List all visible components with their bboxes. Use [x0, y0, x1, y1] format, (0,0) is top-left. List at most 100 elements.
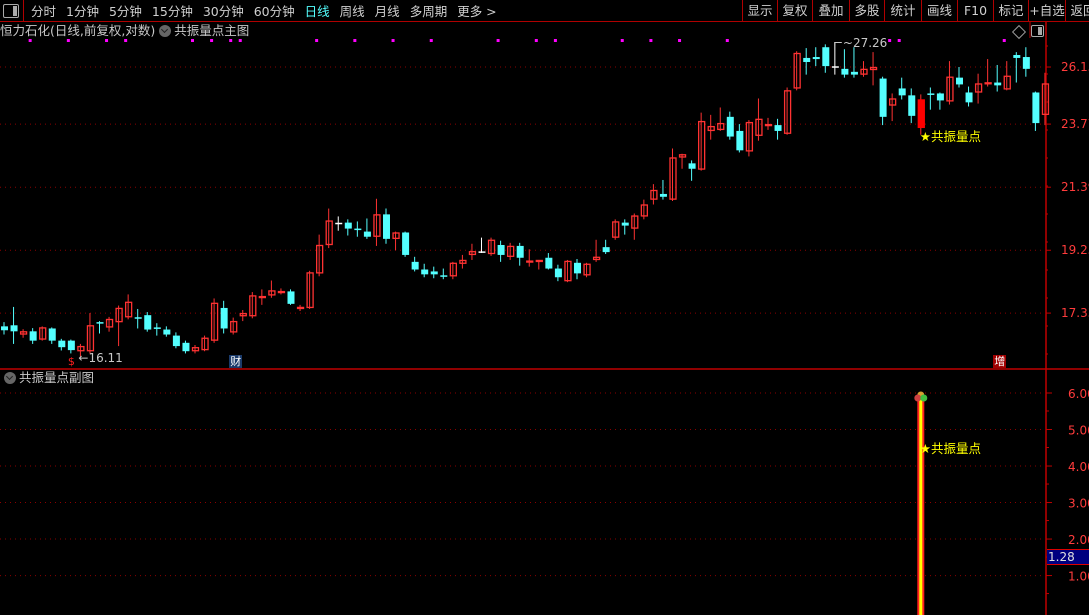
candle-body [363, 231, 371, 237]
candle-body [440, 275, 448, 277]
signal-dot [897, 39, 901, 42]
candle [497, 240, 505, 262]
candle [793, 51, 801, 91]
signal-dot [391, 39, 395, 42]
candle [612, 219, 620, 240]
candle-body [783, 90, 792, 134]
candle [841, 49, 849, 78]
toolbar-button-1[interactable]: 复权 [777, 0, 812, 21]
candle [812, 47, 820, 67]
current-value-box: 1.28 [1047, 549, 1089, 565]
period-tab-2[interactable]: 5分钟 [108, 4, 142, 19]
toolbar-button-2[interactable]: 叠加 [812, 0, 849, 21]
candle-body [755, 118, 763, 136]
candle [583, 262, 591, 278]
candle [411, 256, 419, 272]
signal-dot [124, 39, 128, 42]
candle-body [1003, 75, 1011, 90]
main-chart-title: 恒力石化(日线,前复权,对数) 共振量点主图 [0, 22, 249, 39]
sub-tick-label: 2.00 [1068, 533, 1089, 547]
candle-body [822, 47, 830, 67]
candle [898, 77, 906, 100]
candle-body [1022, 57, 1030, 69]
candle [621, 219, 629, 235]
candle [105, 316, 114, 332]
candle [287, 289, 295, 305]
candle [1, 322, 8, 335]
candle [344, 219, 352, 236]
toolbar-button-7[interactable]: 标记 [993, 0, 1028, 21]
candle-body [946, 76, 954, 102]
window-toggle-icon[interactable] [1031, 25, 1044, 37]
candle-body [736, 130, 744, 151]
period-tab-6[interactable]: 日线 [304, 4, 330, 19]
candle [889, 93, 897, 122]
candle [564, 259, 572, 283]
candle [48, 327, 56, 344]
period-tab-5[interactable]: 60分钟 [253, 4, 295, 19]
main-indicator-name[interactable]: 共振量点主图 [174, 23, 250, 38]
toolbar-button-5[interactable]: 画线 [921, 0, 957, 21]
candle [421, 263, 429, 278]
candle-body [612, 221, 620, 238]
toolbar-button-8[interactable]: +自选 [1028, 0, 1065, 21]
candle-body [86, 325, 95, 352]
candle [726, 111, 734, 140]
period-tab-8[interactable]: 月线 [374, 4, 400, 19]
candle-body [927, 93, 935, 95]
period-tab-10[interactable]: 更多 > [457, 4, 497, 19]
signal-dot [66, 39, 70, 42]
period-tab-4[interactable]: 30分钟 [202, 4, 244, 19]
candle-body [296, 306, 305, 310]
price-tick-label: 17.33 [1061, 306, 1089, 320]
toolbar-button-0[interactable]: 显示 [742, 0, 777, 21]
candle [315, 234, 324, 277]
divider [23, 0, 24, 21]
candle [77, 343, 85, 357]
candle [698, 112, 706, 171]
candle-body [526, 260, 534, 263]
candle-body [144, 315, 152, 330]
signal-dot [210, 39, 214, 42]
low-price-value: 16.11 [88, 350, 123, 365]
event-marker-2[interactable]: 增 [993, 355, 1007, 368]
sub-indicator-name[interactable]: 共振量点副图 [19, 370, 95, 385]
candle [325, 208, 333, 249]
candle [449, 261, 458, 280]
toolbar-button-9[interactable]: 返回 [1065, 0, 1089, 21]
period-tab-0[interactable]: 分时 [31, 4, 57, 19]
candle-body [669, 157, 677, 200]
candle-body [650, 189, 658, 200]
indicator-dropdown-icon[interactable] [159, 25, 172, 37]
period-tab-9[interactable]: 多周期 [409, 4, 448, 19]
candle [869, 52, 878, 86]
candle-body [908, 95, 916, 116]
candle [383, 208, 390, 244]
candle-body [201, 337, 209, 351]
candle [1003, 61, 1011, 91]
high-price-value: 27.26 [852, 36, 888, 51]
candle [191, 344, 200, 354]
toolbar-button-6[interactable]: F10 [957, 0, 993, 21]
candle-body [564, 260, 572, 282]
event-marker-0[interactable]: $ [67, 355, 75, 368]
price-tick-label: 19.25 [1061, 243, 1089, 257]
candle-body [717, 122, 725, 131]
toolbar-button-4[interactable]: 统计 [884, 0, 921, 21]
indicator-dropdown-icon[interactable] [4, 372, 16, 384]
candle-body [19, 331, 28, 335]
candle-body [535, 259, 543, 263]
event-marker-1[interactable]: 财 [229, 355, 243, 368]
candle-body [726, 116, 734, 137]
period-tab-1[interactable]: 1分钟 [66, 4, 99, 19]
candle [392, 231, 400, 251]
panel-toggle-icon[interactable] [3, 3, 19, 18]
period-tab-3[interactable]: 15分钟 [151, 4, 193, 19]
candle-body [984, 82, 992, 85]
toolbar-button-3[interactable]: 多股 [849, 0, 884, 21]
period-tab-7[interactable]: 周线 [339, 4, 365, 19]
candle-body [659, 193, 667, 197]
candle [19, 329, 28, 338]
candle [669, 148, 677, 202]
sub-tick-label: 5.00 [1068, 424, 1089, 438]
